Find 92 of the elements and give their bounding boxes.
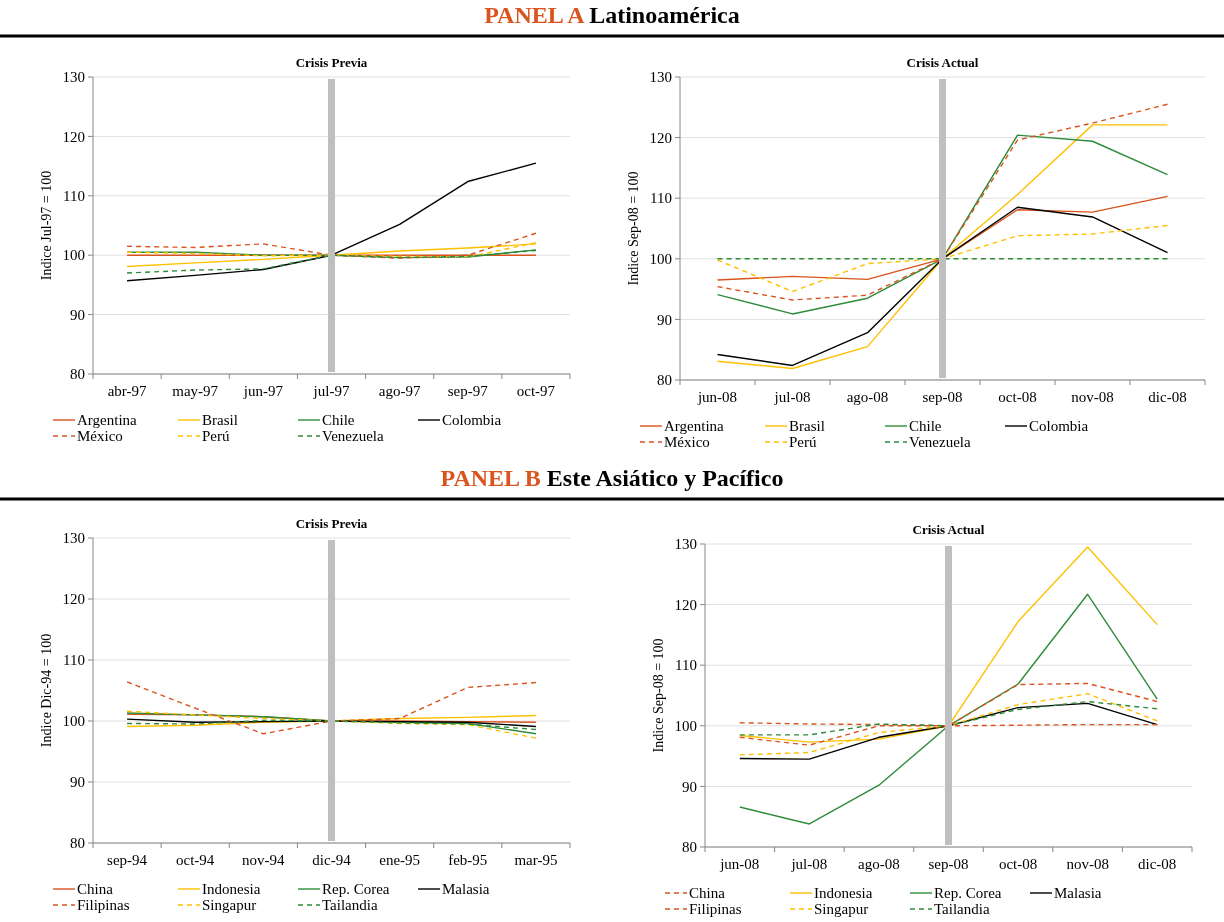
y-tick-label: 130 (649, 69, 672, 86)
text: Este Asiático y Pacífico (540, 465, 784, 491)
y-tick-label: 130 (62, 530, 85, 547)
x-tick-label: ago-08 (858, 856, 900, 872)
legend-label: Perú (789, 434, 817, 451)
legend-label: Rep. Corea (934, 885, 1002, 902)
x-tick-label: sep-94 (107, 852, 148, 868)
y-tick-label: 120 (649, 129, 672, 146)
text: Latinoamérica (583, 2, 740, 28)
y-tick-label: 80 (657, 372, 672, 389)
x-tick-label: nov-08 (1071, 389, 1114, 405)
x-tick-label: nov-08 (1066, 856, 1109, 872)
legend-label: Argentina (77, 412, 138, 429)
legend-label: Filipinas (689, 901, 742, 918)
legend-label: Singapur (202, 897, 257, 914)
x-tick-label: sep-97 (447, 383, 489, 399)
y-axis-title: Indice Sep-08 = 100 (651, 638, 666, 753)
text: PANEL A (484, 2, 586, 28)
legend-label: Venezuela (909, 434, 971, 451)
legend-label: Indonesia (202, 881, 261, 898)
legend-label: Tailandia (934, 901, 990, 918)
x-tick-label: abr-97 (107, 383, 147, 399)
y-tick-label: 100 (62, 713, 85, 730)
y-axis-title: Indice Dic-94 = 100 (39, 633, 54, 748)
legend-label: Indonesia (814, 885, 873, 902)
y-tick-label: 80 (70, 835, 85, 852)
y-tick-label: 130 (62, 69, 85, 86)
x-tick-label: sep-08 (928, 856, 969, 872)
y-tick-label: 80 (682, 839, 697, 856)
x-tick-label: ago-08 (846, 389, 889, 405)
x-tick-label: jun-08 (696, 389, 738, 405)
legend-label: Colombia (442, 412, 502, 429)
y-tick-label: 90 (657, 311, 672, 328)
x-tick-label: oct-97 (516, 383, 556, 399)
legend-label: México (77, 428, 123, 445)
legend-label: Perú (202, 428, 230, 445)
y-tick-label: 110 (650, 190, 672, 207)
x-tick-label: jul-08 (773, 389, 811, 405)
y-tick-label: 130 (674, 536, 697, 553)
x-tick-label: oct-08 (998, 389, 1037, 405)
x-tick-label: dic-94 (312, 852, 352, 868)
y-tick-label: 120 (674, 596, 697, 613)
y-tick-label: 100 (62, 247, 85, 264)
y-tick-label: 90 (70, 306, 85, 323)
legend-label: Brasil (202, 412, 238, 429)
x-tick-label: oct-08 (998, 856, 1038, 872)
chart-title: Crisis Previa (295, 516, 368, 531)
legend-label: Rep. Corea (322, 881, 390, 898)
x-tick-label: mar-95 (514, 852, 558, 868)
legend-label: Tailandia (322, 897, 378, 914)
legend-label: Colombia (1029, 418, 1089, 435)
x-tick-label: dic-08 (1148, 389, 1187, 405)
y-tick-label: 110 (675, 657, 697, 674)
legend-label: China (689, 885, 726, 902)
x-tick-label: jun-08 (719, 856, 760, 872)
legend-label: Chile (322, 412, 355, 429)
chart-title: Crisis Actual (906, 55, 979, 70)
chart-title: Crisis Actual (912, 522, 985, 537)
x-tick-label: nov-94 (242, 852, 286, 868)
x-tick-label: may-97 (172, 383, 219, 399)
legend-label: Malasia (1054, 885, 1102, 902)
y-tick-label: 90 (70, 774, 85, 791)
y-axis-title: Indice Jul-97 = 100 (39, 170, 54, 281)
y-tick-label: 90 (682, 778, 697, 795)
y-tick-label: 100 (674, 718, 697, 735)
chart-title: Crisis Previa (295, 55, 368, 70)
x-tick-label: dic-08 (1138, 856, 1177, 872)
x-tick-label: oct-94 (176, 852, 215, 868)
x-tick-label: jun-97 (242, 383, 284, 399)
y-tick-label: 110 (63, 652, 85, 669)
legend-label: Malasia (442, 881, 490, 898)
legend-label: Venezuela (322, 428, 384, 445)
legend-label: Filipinas (77, 897, 130, 914)
y-tick-label: 80 (70, 366, 85, 383)
y-axis-title: Indice Sep-08 = 100 (626, 171, 641, 286)
text: PANEL B (440, 465, 541, 491)
x-tick-label: sep-08 (922, 389, 963, 405)
legend-label: Argentina (664, 418, 725, 435)
x-tick-label: feb-95 (448, 852, 488, 868)
y-tick-label: 100 (649, 251, 672, 268)
y-tick-label: 120 (62, 128, 85, 145)
legend-label: Chile (909, 418, 942, 435)
legend-label: Singapur (814, 901, 869, 918)
legend-label: México (664, 434, 710, 451)
x-tick-label: jul-97 (312, 383, 350, 399)
x-tick-label: ago-97 (378, 383, 421, 399)
legend-label: Brasil (789, 418, 825, 435)
x-tick-label: jul-08 (790, 856, 828, 872)
x-tick-label: ene-95 (379, 852, 421, 868)
y-tick-label: 120 (62, 591, 85, 608)
y-tick-label: 110 (63, 188, 85, 205)
legend-label: China (77, 881, 114, 898)
